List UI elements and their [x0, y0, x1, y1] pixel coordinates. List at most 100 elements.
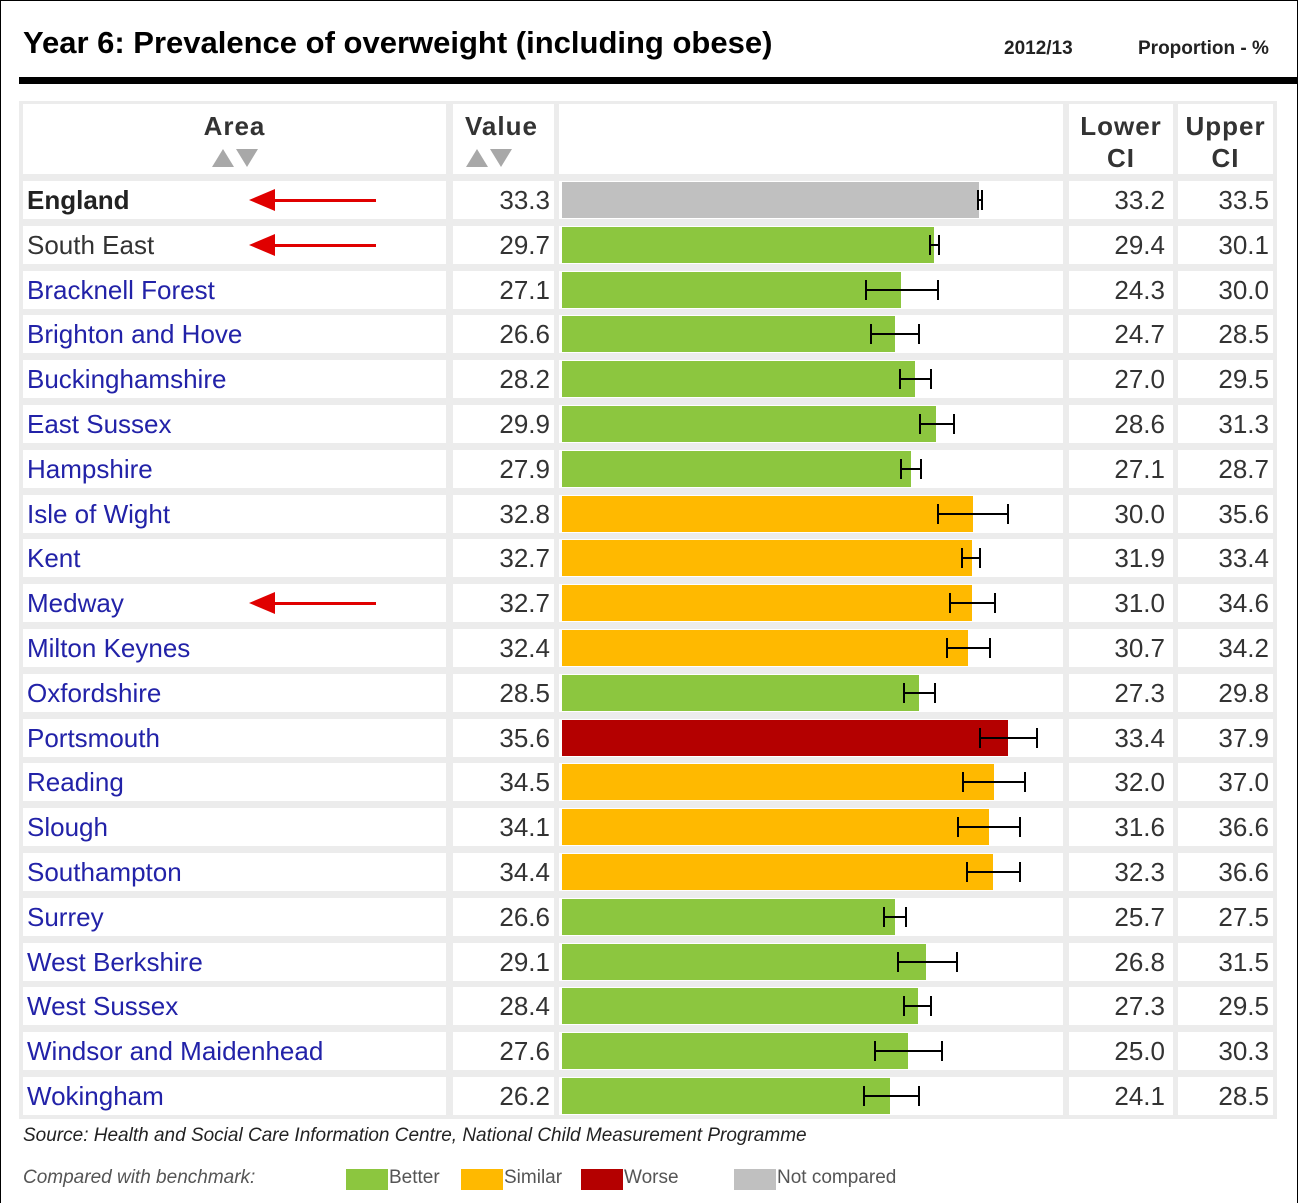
upper-cell: 35.6: [1178, 494, 1273, 533]
arrow-head: [249, 234, 275, 256]
bar: [562, 1033, 908, 1070]
upper-cell: 27.5: [1178, 897, 1273, 936]
measure: Proportion - %: [1138, 38, 1269, 59]
error-cap: [900, 458, 903, 479]
error-cap: [960, 548, 963, 569]
value-cell: 29.7: [453, 225, 554, 264]
error-cap: [936, 503, 939, 524]
error-cap: [979, 548, 982, 569]
area-cell[interactable]: West Sussex: [23, 987, 446, 1026]
area-cell[interactable]: East Sussex: [23, 405, 446, 443]
area-cell[interactable]: Medway: [23, 584, 446, 623]
value-cell: 26.6: [453, 315, 554, 354]
area-cell[interactable]: Windsor and Maidenhead: [23, 1032, 446, 1071]
bar: [562, 719, 1008, 756]
error-cap: [961, 772, 964, 793]
source: Source: Health and Social Care Informati…: [23, 1125, 807, 1146]
error-cap: [865, 279, 868, 300]
lower-cell: 31.0: [1069, 584, 1173, 623]
error-bar: [920, 423, 955, 425]
area-cell[interactable]: Bracknell Forest: [23, 270, 446, 309]
bar: [562, 316, 896, 353]
error-cap: [955, 951, 958, 972]
area-cell[interactable]: Surrey: [23, 897, 446, 936]
legend-swatch: [734, 1169, 776, 1190]
bar: [562, 764, 995, 801]
bar: [562, 854, 993, 890]
area-cell: England: [23, 181, 446, 219]
area-cell[interactable]: Buckinghamshire: [23, 360, 446, 399]
upper-cell: 36.6: [1178, 808, 1273, 847]
error-bar: [980, 736, 1037, 739]
bar: [562, 898, 896, 935]
bar: [562, 495, 973, 532]
error-cap: [1006, 503, 1009, 524]
area-cell[interactable]: Portsmouth: [23, 718, 446, 757]
error-bar: [901, 467, 922, 470]
value-cell: 27.6: [453, 1032, 554, 1071]
header-text: Area: [203, 111, 266, 141]
error-cap: [938, 234, 940, 255]
upper-cell: 30.3: [1178, 1032, 1273, 1071]
bar: [562, 1078, 891, 1114]
error-bar: [962, 781, 1026, 784]
legend-text: Similar: [504, 1167, 563, 1188]
area-cell[interactable]: Wokingham: [23, 1077, 446, 1115]
value-header[interactable]: Value: [453, 104, 554, 174]
lower-cell: 33.4: [1069, 718, 1173, 757]
lower-cell: 31.6: [1069, 808, 1173, 847]
area-cell[interactable]: Oxfordshire: [23, 673, 446, 712]
error-cap: [979, 727, 982, 748]
bar: [562, 943, 927, 980]
area-header[interactable]: Area: [23, 104, 446, 174]
area-cell[interactable]: Kent: [23, 539, 446, 578]
error-cap: [902, 682, 905, 703]
error-cap: [965, 862, 968, 882]
error-bar: [950, 602, 996, 605]
bar: [562, 271, 902, 308]
upper-cell: 28.5: [1178, 1077, 1273, 1115]
lower-cell: 27.1: [1069, 449, 1173, 488]
bar: [562, 226, 934, 263]
bar: [562, 450, 912, 487]
error-cap: [920, 458, 923, 479]
error-bar: [946, 647, 991, 649]
area-cell[interactable]: Brighton and Hove: [23, 315, 446, 354]
lower-cell: 24.3: [1069, 270, 1173, 309]
lower-cell: 24.1: [1069, 1077, 1173, 1115]
value-cell: 29.9: [453, 405, 554, 443]
error-cap: [902, 996, 905, 1017]
area-cell[interactable]: Milton Keynes: [23, 629, 446, 667]
bar: [562, 988, 918, 1025]
value-cell: 27.1: [453, 270, 554, 309]
upper-cell: 36.6: [1178, 853, 1273, 891]
area-cell[interactable]: West Berkshire: [23, 942, 446, 981]
area-cell[interactable]: Slough: [23, 808, 446, 847]
area-cell[interactable]: Reading: [23, 763, 446, 802]
error-bar: [903, 691, 936, 694]
bar: [562, 540, 972, 577]
error-cap: [953, 414, 956, 434]
error-bar: [863, 1095, 919, 1097]
area-cell[interactable]: Isle of Wight: [23, 494, 446, 533]
area-cell[interactable]: Southampton: [23, 853, 446, 891]
lower-cell: 26.8: [1069, 942, 1173, 981]
lower-cell: 25.0: [1069, 1032, 1173, 1071]
bar: [562, 809, 990, 846]
value-cell: 34.5: [453, 763, 554, 802]
value-cell: 26.2: [453, 1077, 554, 1115]
error-bar: [930, 243, 939, 246]
error-bar: [875, 1050, 942, 1053]
upper-cell: 30.0: [1178, 270, 1273, 309]
error-cap: [989, 638, 992, 658]
upper-cell: 37.9: [1178, 718, 1273, 757]
lower-cell: 27.3: [1069, 987, 1173, 1026]
bar: [562, 361, 916, 398]
error-bar: [977, 199, 982, 201]
value-cell: 34.4: [453, 853, 554, 891]
upper-cell: 29.5: [1178, 987, 1273, 1026]
value-cell: 33.3: [453, 181, 554, 219]
area-cell[interactable]: Hampshire: [23, 449, 446, 488]
error-cap: [994, 593, 997, 614]
error-cap: [930, 996, 933, 1017]
